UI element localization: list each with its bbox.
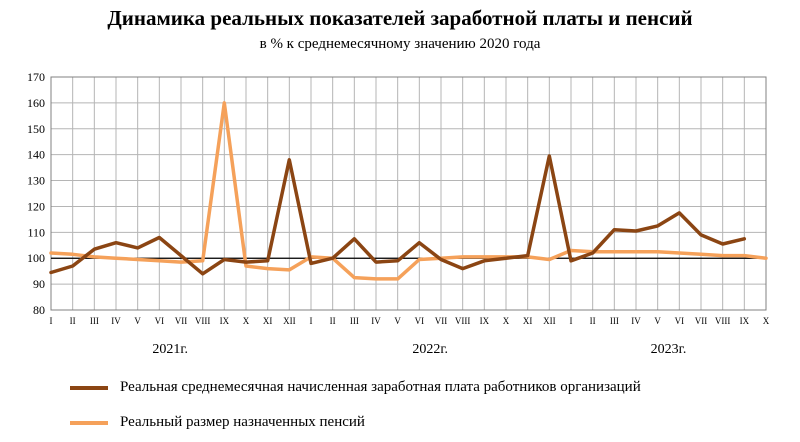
y-tick-label: 130	[27, 174, 45, 188]
x-tick-label: XII	[543, 316, 556, 326]
grid	[50, 76, 767, 311]
x-tick-label: VIII	[455, 316, 471, 326]
legend-swatch-pensions	[70, 420, 108, 425]
series-lines	[49, 101, 768, 281]
chart-title: Динамика реальных показателей заработной…	[107, 6, 693, 30]
x-tick-label: IX	[480, 316, 490, 326]
x-tick-label: X	[763, 316, 770, 326]
x-tick-label: V	[654, 316, 661, 326]
y-tick-label: 90	[33, 277, 45, 291]
year-label: 2023г.	[651, 342, 687, 357]
legend-swatch-wages	[70, 385, 108, 390]
y-tick-label: 100	[27, 251, 45, 265]
y-tick-label: 80	[33, 303, 45, 317]
x-tick-label: VII	[175, 316, 188, 326]
x-tick-label: IV	[371, 316, 381, 326]
series-line-wages	[49, 154, 747, 276]
y-tick-label: 140	[27, 148, 45, 162]
y-tick-label: 150	[27, 122, 45, 136]
x-tick-label: XI	[263, 316, 273, 326]
x-tick-label: III	[90, 316, 99, 326]
x-tick-label: VIII	[195, 316, 211, 326]
x-tick-label: II	[70, 316, 76, 326]
x-tick-label: II	[590, 316, 596, 326]
x-tick-label: III	[610, 316, 619, 326]
y-tick-label: 170	[27, 70, 45, 84]
legend-label-wages: Реальная среднемесячная начисленная зара…	[120, 379, 641, 395]
legend-item-wages: Реальная среднемесячная начисленная зара…	[70, 379, 641, 396]
legend-item-pensions: Реальный размер назначенных пенсий	[70, 414, 365, 431]
x-tick-label: I	[310, 316, 313, 326]
x-tick-label: VII	[695, 316, 708, 326]
x-tick-label: X	[243, 316, 250, 326]
y-tick-label: 120	[27, 199, 45, 213]
x-tick-label: V	[134, 316, 141, 326]
x-tick-label: IX	[740, 316, 750, 326]
year-label: 2022г.	[412, 342, 448, 357]
x-tick-label: I	[50, 316, 53, 326]
x-tick-label: IV	[631, 316, 641, 326]
chart-subtitle: в % к среднемесячному значению 2020 года	[259, 36, 541, 52]
y-tick-label: 110	[27, 225, 45, 239]
series-line-pensions	[49, 101, 768, 281]
x-tick-label: V	[394, 316, 401, 326]
x-tick-label: III	[350, 316, 359, 326]
legend-label-pensions: Реальный размер назначенных пенсий	[120, 414, 365, 430]
x-tick-label: IX	[220, 316, 230, 326]
x-tick-label: VII	[435, 316, 448, 326]
y-tick-label: 160	[27, 96, 45, 110]
x-tick-label: X	[503, 316, 510, 326]
x-tick-label: IV	[111, 316, 121, 326]
x-tick-label: VI	[415, 316, 425, 326]
x-tick-label: VI	[675, 316, 685, 326]
x-tick-label: I	[570, 316, 573, 326]
x-tick-label: XII	[283, 316, 296, 326]
plot-frame	[50, 76, 767, 311]
year-label: 2021г.	[152, 342, 188, 357]
x-tick-label: XI	[523, 316, 533, 326]
x-tick-label: VI	[155, 316, 165, 326]
x-tick-label: II	[330, 316, 336, 326]
x-tick-label: VIII	[715, 316, 731, 326]
axes	[50, 76, 767, 311]
